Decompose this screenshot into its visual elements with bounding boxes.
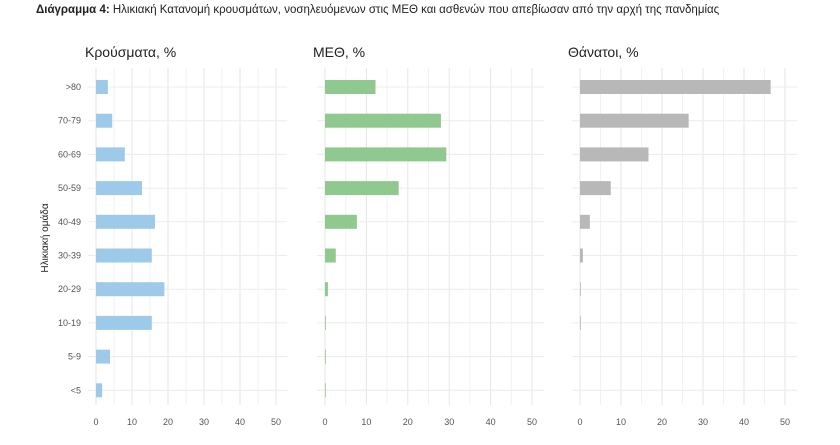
x-tick-label: 30 [698, 417, 708, 427]
bar->80 [580, 80, 771, 94]
y-tick-label: 60-69 [58, 149, 81, 159]
bar-5-9 [96, 349, 111, 364]
y-tick-label: >80 [66, 82, 81, 92]
x-tick-label: 0 [577, 417, 582, 427]
figure-title-text: Ηλικιακή Κατανομή κρουσμάτων, νοσηλευόμε… [112, 4, 720, 16]
y-tick-label: 50-59 [58, 183, 81, 193]
y-tick-label: 30-39 [58, 251, 81, 261]
bar-40-49 [96, 214, 156, 229]
x-tick-label: 40 [486, 417, 496, 427]
panel-3: Θάνατοι, % 0 10 20 30 40 50 [568, 44, 798, 427]
bar->80 [325, 80, 376, 94]
x-tick-label: 40 [739, 417, 749, 427]
x-tick-label: 0 [93, 417, 98, 427]
y-tick-label: 5-9 [68, 352, 81, 362]
x-tick-label: 20 [403, 417, 413, 427]
bar-40-49 [580, 214, 590, 229]
bar-30-39 [325, 248, 336, 263]
bar-10-19 [325, 315, 326, 330]
bar-20-29 [580, 282, 581, 297]
x-tick-label: 30 [199, 417, 209, 427]
bar-50-59 [325, 181, 399, 196]
x-tick-label: 10 [361, 417, 371, 427]
figure-title: Διάγραμμα 4: Ηλικιακή Κατανομή κρουσμάτω… [36, 4, 719, 16]
x-tick-label: 50 [527, 417, 537, 427]
panel-1: Κρούσματα, % 0 10 20 30 40 50 >80 70-79 60-69 50-5… [39, 44, 288, 427]
bar-70-79 [580, 113, 689, 128]
bar-60-69 [325, 147, 447, 162]
y-tick-label: 70-79 [58, 116, 81, 126]
y-axis-label: Ηλικιακή ομάδα [39, 203, 51, 272]
x-tick-label: 10 [616, 417, 626, 427]
y-tick-label: 10-19 [58, 318, 81, 328]
bar-30-39 [96, 248, 152, 263]
x-tick-label: 40 [235, 417, 245, 427]
panel-title: ΜΕΘ, % [313, 44, 365, 60]
bar-30-39 [580, 248, 583, 263]
bar-20-29 [96, 282, 165, 297]
x-tick-label: 30 [444, 417, 454, 427]
bar-<5 [325, 383, 326, 398]
x-tick-label: 20 [163, 417, 173, 427]
panel-title: Κρούσματα, % [85, 44, 176, 60]
bar-60-69 [96, 147, 125, 162]
bar-40-49 [325, 214, 357, 229]
panel-2: ΜΕΘ, % 0 10 20 30 40 50 [313, 44, 545, 427]
x-tick-label: 50 [780, 417, 790, 427]
x-tick-label: 20 [657, 417, 667, 427]
bar-70-79 [325, 113, 441, 128]
y-tick-label: 40-49 [58, 217, 81, 227]
bar-10-19 [96, 315, 152, 330]
figure-label: Διάγραμμα 4: [36, 4, 110, 16]
bar-20-29 [325, 282, 328, 297]
bar-60-69 [580, 147, 649, 162]
bar-50-59 [96, 181, 143, 196]
bar-5-9 [325, 349, 326, 364]
x-tick-label: 50 [271, 417, 281, 427]
bar-50-59 [580, 181, 611, 196]
x-tick-label: 10 [127, 417, 137, 427]
bar->80 [96, 80, 108, 94]
panel-title: Θάνατοι, % [568, 44, 639, 60]
y-tick-label: <5 [71, 385, 81, 395]
bar-10-19 [580, 315, 581, 330]
bar-70-79 [96, 113, 113, 128]
bar-<5 [96, 383, 103, 398]
x-tick-label: 0 [322, 417, 327, 427]
y-tick-label: 20-29 [58, 284, 81, 294]
